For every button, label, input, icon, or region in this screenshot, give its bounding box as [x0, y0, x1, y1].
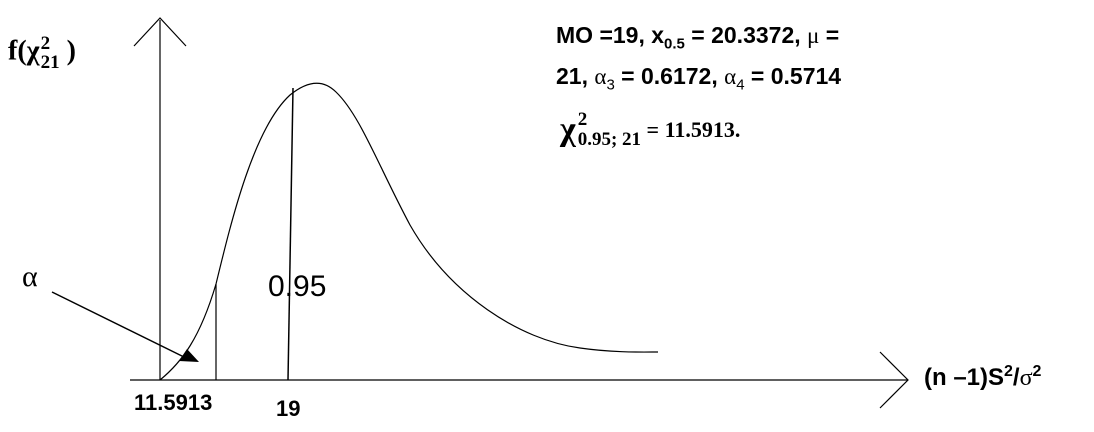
critical-value-statement: χ 2 0.95; 21 = 11.5913.	[560, 110, 740, 150]
stats-sub4: 4	[736, 76, 745, 94]
stats-line2-b: = 0.6172,	[614, 63, 725, 89]
stats-line1-c: =	[819, 22, 840, 48]
x-axis-label: (n –1)S2/σ2	[924, 363, 1042, 391]
stats-line2-c: = 0.5714	[744, 63, 842, 89]
stats-line-1: MO =19, x0.5 = 20.3372, μ =	[556, 22, 840, 52]
stats-mu: μ	[807, 23, 820, 48]
x-axis-label-a: (n –1)S	[924, 364, 1005, 391]
y-axis-label-chi: χ	[26, 35, 40, 67]
critical-value: = 11.5913.	[641, 116, 741, 142]
stats-alpha3: α	[594, 64, 607, 89]
x-tick-mode: 19	[276, 396, 301, 421]
y-axis-label-sup: 2	[40, 33, 51, 54]
stats-line2-a: 21,	[556, 63, 595, 89]
x-axis-label-sup1: 2	[1004, 363, 1013, 380]
x-tick-critical: 11.5913	[134, 390, 213, 415]
x-axis-label-sigma: σ	[1019, 365, 1033, 391]
x-axis-label-slash: /	[1012, 364, 1020, 391]
stats-line-2: 21, α3 = 0.6172, α4 = 0.5714	[556, 63, 842, 93]
y-axis-label-close: )	[59, 35, 76, 67]
critical-chi: χ	[560, 110, 576, 148]
alpha-pointer-line	[51, 291, 187, 359]
y-axis-label: f(χ 2 21 )	[8, 34, 76, 72]
x-axis-label-sup2: 2	[1032, 363, 1042, 380]
stats-alpha4: α	[724, 64, 737, 89]
stats-line1-a: MO =19, x	[556, 22, 665, 48]
stats-sub3: 3	[606, 76, 615, 94]
critical-sup: 2	[577, 109, 588, 130]
area-label: 0.95	[268, 270, 327, 303]
stats-line1-sub: 0.5	[664, 35, 685, 53]
x-axis-arrowhead	[879, 351, 909, 409]
mode-line	[287, 87, 294, 381]
stats-line1-b: = 20.3372,	[684, 22, 808, 48]
alpha-label: α	[22, 260, 38, 293]
y-axis-label-base: f(	[8, 35, 27, 67]
y-axis-label-sub: 21	[40, 52, 60, 73]
critical-sub: 0.95; 21	[577, 128, 642, 150]
alpha-pointer-arrowhead	[179, 349, 199, 362]
y-axis-arrowhead	[133, 17, 187, 47]
chi-square-density-curve	[159, 82, 659, 381]
